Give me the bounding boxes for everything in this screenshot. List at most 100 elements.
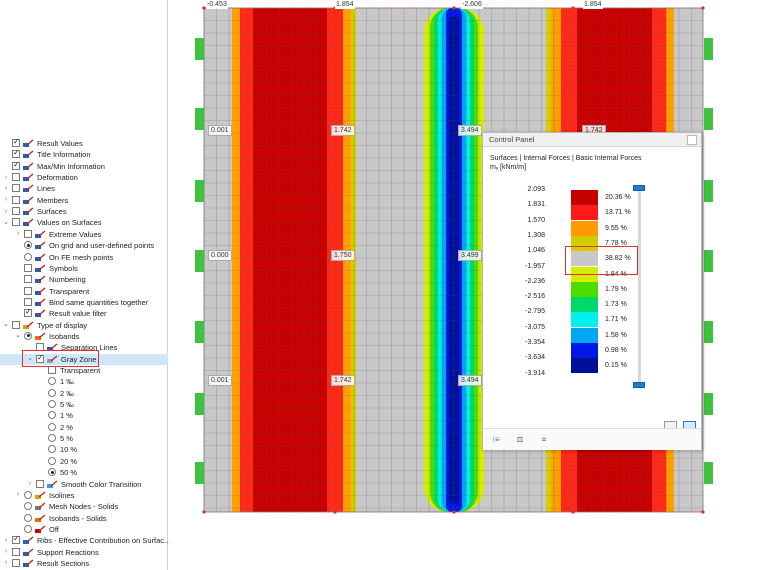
tree-checkbox[interactable]	[12, 184, 20, 193]
tree-checkbox[interactable]	[12, 160, 20, 170]
tree-item[interactable]: 5 %	[0, 433, 168, 444]
tree-radio[interactable]	[48, 400, 56, 409]
tree-item[interactable]: Transparent	[0, 286, 168, 297]
tree-item[interactable]: ⌄ Isobands	[0, 331, 168, 342]
tree-checkbox[interactable]	[48, 366, 56, 374]
chevron-right-icon[interactable]: ›	[4, 207, 8, 215]
tree-radio[interactable]	[48, 411, 56, 420]
tree-radio[interactable]	[24, 252, 32, 261]
tree-item[interactable]: Result Values	[0, 137, 168, 149]
chevron-down-icon[interactable]: ⌄	[15, 332, 21, 340]
tree-radio[interactable]	[24, 524, 32, 533]
tree-checkbox[interactable]	[24, 275, 32, 284]
tree-radio[interactable]	[48, 456, 56, 465]
tree-item[interactable]: Numbering	[0, 274, 168, 285]
chevron-right-icon[interactable]: ›	[28, 480, 32, 487]
chevron-right-icon[interactable]: ›	[4, 548, 8, 556]
tree-item[interactable]: 1 ‰	[0, 376, 168, 387]
tree-checkbox[interactable]	[12, 534, 20, 545]
color-scale-tab-icon[interactable]: ⁝≡	[492, 435, 500, 444]
tree-radio[interactable]	[48, 468, 56, 477]
tree-radio[interactable]	[48, 434, 56, 443]
lines-icon	[23, 184, 34, 193]
factors-tab-icon[interactable]: ⚖	[516, 435, 524, 444]
tree-item[interactable]: ⌄ Gray Zone	[0, 353, 168, 365]
tree-radio[interactable]	[48, 377, 56, 386]
tree-item[interactable]: › Members	[0, 195, 168, 206]
tree-radio[interactable]	[48, 422, 56, 431]
tree-item[interactable]: On grid and user-defined points	[0, 240, 168, 251]
tree-item[interactable]: › Smooth Color Transition	[0, 479, 168, 490]
tree-item[interactable]: › Extreme Values	[0, 229, 168, 240]
tree-item[interactable]: 2 ‰	[0, 388, 168, 399]
tree-item[interactable]: 20 %	[0, 456, 168, 467]
chevron-right-icon[interactable]: ›	[4, 559, 8, 567]
tree-item[interactable]: › Isolines	[0, 490, 168, 501]
tree-item[interactable]: 2 %	[0, 422, 168, 433]
slider-min-handle[interactable]	[633, 382, 645, 388]
chevron-right-icon[interactable]: ›	[16, 230, 20, 238]
tree-item[interactable]: Bind same quantities together	[0, 297, 168, 308]
close-icon[interactable]	[687, 135, 697, 145]
tree-item[interactable]: › Ribs - Effective Contribution on Surfac…	[0, 534, 170, 546]
tree-checkbox[interactable]	[24, 229, 32, 238]
tree-item[interactable]: › Support Reactions	[0, 547, 168, 558]
tree-checkbox[interactable]	[12, 173, 20, 182]
chevron-right-icon[interactable]: ›	[4, 173, 8, 181]
tree-item[interactable]: ⌄ Values on Surfaces	[0, 217, 168, 228]
tree-checkbox[interactable]	[12, 218, 20, 227]
slider-max-handle[interactable]	[633, 185, 645, 191]
legend-range-slider[interactable]	[638, 188, 641, 384]
tree-item[interactable]: ⌄ Type of display	[0, 320, 168, 331]
tree-item[interactable]: 5 ‰	[0, 399, 168, 410]
tree-checkbox[interactable]	[12, 547, 20, 556]
tree-item[interactable]: Mesh Nodes - Solids	[0, 501, 168, 512]
tree-checkbox[interactable]	[36, 353, 44, 363]
chevron-down-icon[interactable]: ⌄	[27, 355, 33, 363]
tree-item[interactable]: › Result Sections	[0, 558, 168, 569]
tree-checkbox[interactable]	[12, 148, 20, 159]
tree-checkbox[interactable]	[24, 263, 32, 272]
tree-checkbox[interactable]	[36, 479, 44, 488]
tree-item[interactable]: › Deformation	[0, 172, 168, 183]
tree-item[interactable]: Title Information	[0, 148, 168, 160]
tree-checkbox[interactable]	[24, 307, 32, 318]
node-point	[452, 6, 456, 10]
tree-radio[interactable]	[24, 331, 32, 340]
tree-item[interactable]: 1 %	[0, 410, 168, 421]
tree-item[interactable]: Result value filter	[0, 307, 168, 319]
tree-checkbox[interactable]	[12, 207, 20, 216]
chevron-right-icon[interactable]: ›	[16, 491, 20, 499]
filter-tab-icon[interactable]: ⌗	[541, 435, 547, 444]
tree-radio[interactable]	[24, 513, 32, 522]
tree-checkbox[interactable]	[24, 286, 32, 295]
chevron-right-icon[interactable]: ›	[4, 196, 8, 204]
tree-radio[interactable]	[48, 388, 56, 397]
tree-item[interactable]: 10 %	[0, 444, 168, 455]
tree-item[interactable]: 50 %	[0, 467, 168, 478]
tree-item[interactable]: Off	[0, 524, 168, 535]
tree-item[interactable]: › Lines	[0, 183, 168, 194]
legend-percent: 1.58 %	[605, 331, 627, 339]
tree-checkbox[interactable]	[12, 137, 20, 147]
tree-item[interactable]: › Surfaces	[0, 206, 168, 217]
tree-radio[interactable]	[48, 445, 56, 454]
control-panel[interactable]: Control Panel Surfaces | Internal Forces…	[482, 132, 702, 450]
tree-item[interactable]: On FE mesh points	[0, 252, 168, 263]
tree-checkbox[interactable]	[12, 195, 20, 204]
tree-checkbox[interactable]	[24, 297, 32, 306]
tree-item[interactable]: Symbols	[0, 263, 168, 274]
tree-item[interactable]: Max/Min Information	[0, 160, 168, 172]
tree-item[interactable]: Isobands - Solids	[0, 513, 168, 524]
chevron-right-icon[interactable]: ›	[4, 536, 8, 544]
values-surfaces-icon	[23, 218, 34, 227]
chevron-down-icon[interactable]: ⌄	[3, 218, 9, 226]
chevron-down-icon[interactable]: ⌄	[3, 321, 9, 329]
legend-color-swatch	[571, 281, 598, 297]
tree-checkbox[interactable]	[12, 558, 20, 567]
chevron-right-icon[interactable]: ›	[4, 184, 8, 192]
tree-radio[interactable]	[24, 490, 32, 499]
tree-radio[interactable]	[24, 241, 32, 250]
tree-checkbox[interactable]	[12, 320, 20, 329]
tree-radio[interactable]	[24, 502, 32, 511]
